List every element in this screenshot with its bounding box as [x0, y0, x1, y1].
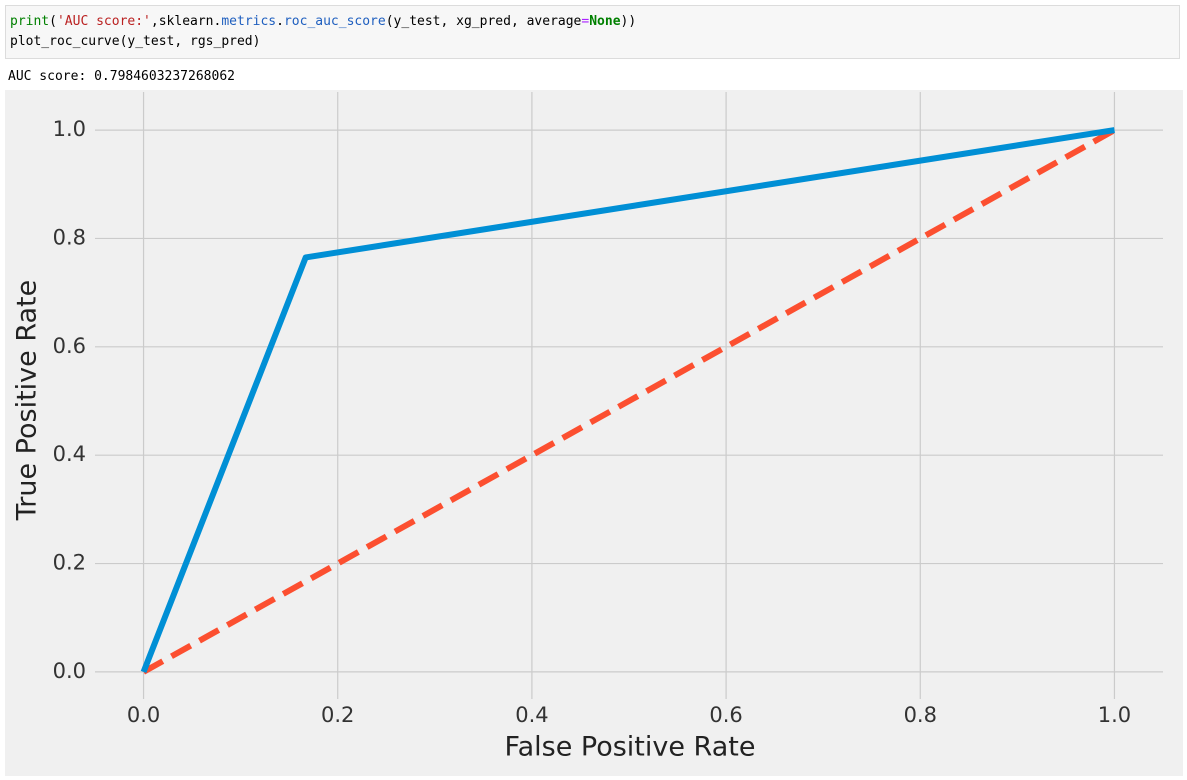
- code-token: =: [581, 14, 590, 29]
- y-tick-label: 0.8: [53, 225, 86, 249]
- output-text: AUC score: 0.7984603237268062: [8, 69, 235, 84]
- x-tick-label: 0.8: [904, 703, 937, 727]
- code-token: )): [620, 14, 637, 29]
- x-tick-label: 0.4: [515, 703, 548, 727]
- roc-line: [142, 127, 1116, 675]
- roc-line: [140, 127, 1115, 674]
- x-tick-label: 0.6: [709, 703, 742, 727]
- code-line: print('AUC score:',sklearn.metrics.roc_a…: [10, 12, 1175, 32]
- code-token: (: [49, 14, 57, 29]
- code-token: (y_test, xg_pred, average: [385, 14, 582, 29]
- code-token: metrics: [221, 14, 277, 29]
- code-token: .: [276, 14, 284, 29]
- code-line: plot_roc_curve(y_test, rgs_pred): [10, 32, 1175, 52]
- y-tick-label: 1.0: [53, 117, 86, 141]
- x-tick-label: 1.0: [1098, 703, 1131, 727]
- y-tick-label: 0.0: [53, 659, 86, 683]
- y-tick-label: 0.2: [53, 551, 86, 575]
- figure-background: [5, 90, 1183, 776]
- code-token: None: [589, 14, 621, 29]
- code-cell[interactable]: print('AUC score:',sklearn.metrics.roc_a…: [5, 5, 1180, 59]
- x-tick-label: 0.0: [127, 703, 160, 727]
- code-token: 'AUC score:': [56, 14, 151, 29]
- y-axis-label: True Positive Rate: [12, 280, 43, 522]
- code-token: ,sklearn.: [150, 14, 222, 29]
- y-tick-label: 0.6: [53, 334, 86, 358]
- y-tick-label: 0.4: [53, 442, 86, 466]
- code-token: roc_auc_score: [283, 14, 386, 29]
- code-token: print: [10, 14, 50, 29]
- code-token: plot_roc_curve(y_test, rgs_pred): [10, 34, 261, 49]
- x-axis-label: False Positive Rate: [505, 732, 756, 763]
- x-tick-label: 0.2: [321, 703, 354, 727]
